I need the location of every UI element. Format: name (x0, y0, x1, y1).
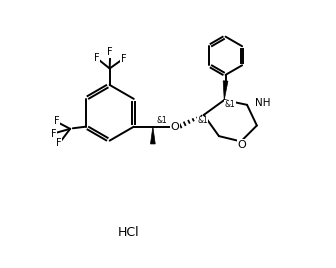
Text: F: F (56, 138, 62, 148)
Text: F: F (121, 54, 126, 64)
Polygon shape (151, 127, 155, 144)
Text: O: O (237, 140, 246, 150)
Text: O: O (170, 122, 179, 132)
Text: &1: &1 (156, 116, 167, 125)
Text: F: F (108, 47, 113, 57)
Text: F: F (51, 129, 56, 139)
Text: F: F (94, 53, 100, 64)
Text: F: F (53, 116, 59, 126)
Text: &1: &1 (225, 100, 236, 109)
Text: HCl: HCl (117, 226, 139, 239)
Text: NH: NH (255, 99, 270, 109)
Polygon shape (223, 81, 228, 100)
Text: &1: &1 (197, 116, 208, 125)
